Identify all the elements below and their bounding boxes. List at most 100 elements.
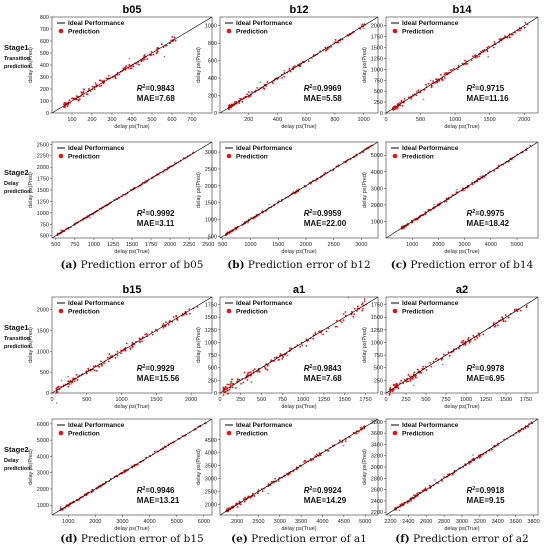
prediction-point bbox=[250, 371, 252, 373]
prediction-point bbox=[94, 364, 97, 367]
y-tick-label: 2500 bbox=[37, 142, 49, 148]
outlier-point bbox=[442, 363, 444, 366]
legend-ideal-label: Ideal Performance bbox=[236, 145, 293, 152]
x-tick-label: 1000 bbox=[297, 397, 309, 403]
legend-prediction-swatch bbox=[226, 308, 232, 314]
prediction-point bbox=[223, 387, 226, 389]
prediction-point bbox=[338, 439, 341, 442]
r2-value: R2=0.9946 bbox=[137, 486, 175, 495]
prediction-point bbox=[406, 501, 409, 504]
prediction-point bbox=[447, 351, 450, 354]
x-tick-label: 1500 bbox=[126, 242, 138, 248]
prediction-point bbox=[135, 62, 138, 65]
legend-prediction-swatch bbox=[392, 153, 398, 159]
prediction-point bbox=[252, 492, 254, 495]
ideal-line bbox=[51, 296, 213, 394]
y-axis-label: delay ps(Pred) bbox=[196, 172, 202, 208]
prediction-point bbox=[270, 481, 273, 483]
y-tick-label: 3000 bbox=[371, 186, 383, 192]
x-axis-label: delay ps(True) bbox=[114, 124, 149, 130]
x-tick-label: 4000 bbox=[144, 519, 156, 525]
prediction-point bbox=[93, 369, 96, 372]
y-axis-label: delay ps(Pred) bbox=[28, 327, 34, 363]
scatter-panel-8: a2 0 250 500 750 1000 1250 1500 1750 0 250 500 750 10… bbox=[362, 284, 539, 410]
prediction-point bbox=[235, 387, 237, 389]
prediction-point bbox=[229, 384, 232, 386]
outlier-point bbox=[487, 55, 490, 58]
prediction-point bbox=[242, 381, 245, 384]
prediction-point bbox=[189, 312, 191, 315]
prediction-point bbox=[504, 35, 506, 38]
legend-ideal-label: Ideal Performance bbox=[402, 145, 459, 152]
x-tick-label: 1000 bbox=[88, 242, 100, 248]
prediction-point bbox=[247, 371, 250, 374]
row-header-0: Stage1 Transition prediction bbox=[4, 43, 31, 70]
prediction-point bbox=[462, 339, 465, 342]
prediction-point bbox=[226, 383, 229, 386]
prediction-point bbox=[476, 337, 479, 339]
prediction-point bbox=[75, 374, 78, 376]
outlier-point bbox=[250, 381, 253, 384]
prediction-point bbox=[318, 330, 320, 333]
scatter-panel-1: b12 200 400 600 800 1000 0 200 400 600 800 1000 dela… bbox=[196, 4, 379, 130]
prediction-point bbox=[449, 69, 452, 71]
prediction-point bbox=[103, 362, 105, 364]
y-tick-label: 700 bbox=[40, 27, 49, 33]
prediction-point bbox=[411, 377, 414, 380]
prediction-point bbox=[118, 73, 121, 76]
prediction-point bbox=[330, 46, 333, 48]
ideal-line bbox=[219, 141, 379, 239]
row-header-3: Stage2 Delay prediction bbox=[4, 445, 31, 472]
panel-title: b05 bbox=[123, 4, 142, 16]
prediction-point bbox=[416, 368, 419, 371]
prediction-point bbox=[235, 502, 238, 505]
r2-value: R2=0.9918 bbox=[467, 486, 505, 495]
prediction-point bbox=[91, 85, 94, 88]
prediction-point bbox=[461, 341, 463, 344]
prediction-point bbox=[258, 371, 261, 373]
r2-value: R2=0.9959 bbox=[304, 209, 342, 218]
prediction-point bbox=[436, 81, 439, 84]
legend-ideal-label: Ideal Performance bbox=[402, 20, 459, 27]
y-tick-label: 2000 bbox=[37, 308, 49, 314]
prediction-point bbox=[456, 68, 459, 71]
prediction-point bbox=[240, 382, 242, 385]
outlier-point bbox=[455, 188, 458, 191]
y-tick-label: 600 bbox=[40, 39, 49, 45]
prediction-point bbox=[94, 82, 97, 84]
prediction-point bbox=[246, 379, 249, 381]
legend-ideal-label: Ideal Performance bbox=[68, 300, 125, 307]
x-tick-label: 1500 bbox=[500, 397, 512, 403]
prediction-point bbox=[63, 106, 66, 109]
x-axis-label: delay ps(True) bbox=[114, 526, 149, 532]
outlier-point bbox=[89, 216, 91, 219]
prediction-point bbox=[427, 82, 430, 85]
x-tick-label: 1250 bbox=[107, 242, 119, 248]
scatter-panel-11: 2200 2400 2600 2800 3000 3200 3400 3600 3800 2200… bbox=[362, 418, 540, 532]
prediction-point bbox=[413, 371, 416, 374]
prediction-point bbox=[508, 35, 511, 38]
prediction-point bbox=[68, 383, 71, 386]
prediction-point bbox=[506, 36, 509, 39]
row-sub-label: prediction bbox=[4, 64, 31, 70]
prediction-point bbox=[162, 323, 165, 325]
prediction-point bbox=[389, 388, 391, 390]
outlier-point bbox=[59, 229, 62, 231]
x-tick-label: 3600 bbox=[510, 519, 522, 525]
scatter-panel-10: 2000 2500 3000 3500 4000 4500 5000 2000 2500 3000… bbox=[196, 418, 379, 532]
prediction-point bbox=[424, 365, 427, 368]
prediction-point bbox=[246, 93, 249, 96]
prediction-point bbox=[238, 378, 241, 381]
caption-0: (a) Prediction error of b05 bbox=[61, 259, 204, 271]
prediction-point bbox=[361, 23, 364, 26]
prediction-point bbox=[452, 67, 455, 70]
prediction-point bbox=[281, 77, 283, 79]
prediction-point bbox=[407, 380, 409, 382]
prediction-point bbox=[472, 55, 474, 58]
prediction-point bbox=[150, 51, 153, 53]
prediction-point bbox=[243, 500, 246, 503]
x-tick-label: 200 bbox=[244, 117, 253, 123]
outlier-point bbox=[268, 203, 271, 206]
prediction-point bbox=[409, 378, 412, 381]
prediction-point bbox=[361, 302, 364, 305]
